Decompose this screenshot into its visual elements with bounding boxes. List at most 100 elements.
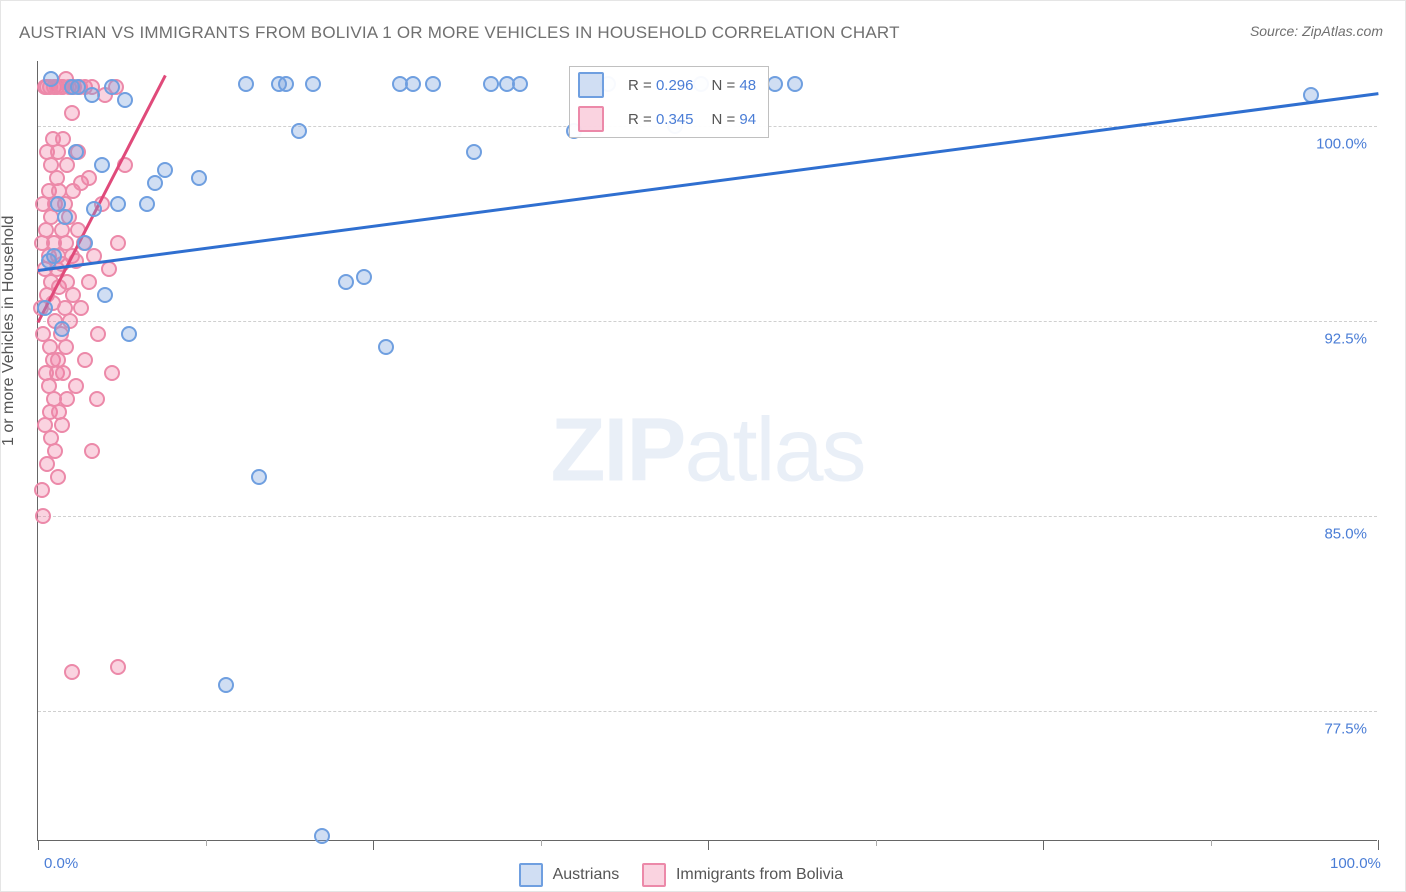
series-a-point <box>86 201 102 217</box>
series-b-point <box>101 261 117 277</box>
y-tick-label: 92.5% <box>1324 331 1367 348</box>
series-a-point <box>251 469 267 485</box>
series-b-point <box>84 443 100 459</box>
y-axis-label: 1 or more Vehicles in Household <box>0 216 18 446</box>
series-a-point <box>68 144 84 160</box>
n-label-a: N = <box>711 77 735 94</box>
x-tick-minor <box>1211 840 1212 846</box>
series-a-point <box>787 76 803 92</box>
series-a-point <box>405 76 421 92</box>
series-a-point <box>483 76 499 92</box>
series-a-point <box>314 828 330 844</box>
x-tick-label: 0.0% <box>44 855 78 872</box>
series-a-point <box>147 175 163 191</box>
gridline <box>38 711 1377 712</box>
series-a-point <box>338 274 354 290</box>
series-a-point <box>54 321 70 337</box>
plot-area: ZIPatlas 77.5%85.0%92.5%100.0%0.0%100.0% <box>37 61 1377 841</box>
series-b-point <box>55 365 71 381</box>
x-tick-minor <box>876 840 877 846</box>
series-a-point <box>291 123 307 139</box>
series-b-point <box>50 469 66 485</box>
y-tick-label: 100.0% <box>1316 136 1367 153</box>
series-a-point <box>97 287 113 303</box>
series-b-point <box>64 664 80 680</box>
series-a-point <box>512 76 528 92</box>
series-a-point <box>139 196 155 212</box>
correlation-legend: R = 0.296 N = 48 R = 0.345 N = 94 <box>569 66 769 138</box>
series-a-point <box>37 300 53 316</box>
series-a-point <box>425 76 441 92</box>
series-a-point <box>157 162 173 178</box>
label-series-b: Immigrants from Bolivia <box>676 866 843 883</box>
x-tick-major <box>38 840 39 850</box>
series-b-point <box>47 443 63 459</box>
r-value-a: 0.296 <box>656 77 694 94</box>
y-tick-label: 77.5% <box>1324 721 1367 738</box>
series-a-point <box>466 144 482 160</box>
series-a-point <box>356 269 372 285</box>
series-legend: Austrians Immigrants from Bolivia <box>519 863 843 887</box>
n-value-a: 48 <box>739 77 756 94</box>
x-tick-major <box>373 840 374 850</box>
legend-table: R = 0.296 N = 48 R = 0.345 N = 94 <box>570 67 768 137</box>
x-tick-major <box>708 840 709 850</box>
series-a-point <box>305 76 321 92</box>
y-tick-label: 85.0% <box>1324 526 1367 543</box>
series-a-point <box>46 248 62 264</box>
swatch-bottom-a <box>519 863 543 887</box>
x-tick-major <box>1043 840 1044 850</box>
series-a-point <box>191 170 207 186</box>
series-b-point <box>34 482 50 498</box>
series-b-point <box>73 300 89 316</box>
series-b-point <box>110 235 126 251</box>
gridline <box>38 516 1377 517</box>
series-a-point <box>117 92 133 108</box>
legend-row-b: R = 0.345 N = 94 <box>572 103 766 135</box>
label-series-a: Austrians <box>553 866 620 883</box>
series-b-point <box>55 131 71 147</box>
series-a-point <box>43 71 59 87</box>
series-b-point <box>81 274 97 290</box>
series-b-point <box>89 391 105 407</box>
source-label: Source: ZipAtlas.com <box>1250 23 1383 39</box>
swatch-series-b <box>578 106 604 132</box>
x-tick-label: 100.0% <box>1330 855 1381 872</box>
swatch-series-a <box>578 72 604 98</box>
series-a-point <box>767 76 783 92</box>
series-a-point <box>57 209 73 225</box>
series-b-point <box>64 105 80 121</box>
series-b-point <box>35 508 51 524</box>
chart-container: AUSTRIAN VS IMMIGRANTS FROM BOLIVIA 1 OR… <box>0 0 1406 892</box>
watermark-bold: ZIP <box>550 400 684 500</box>
series-b-point <box>58 339 74 355</box>
series-b-point <box>104 365 120 381</box>
series-b-point <box>90 326 106 342</box>
r-label-b: R = <box>628 111 652 128</box>
series-a-point <box>77 235 93 251</box>
x-tick-major <box>1378 840 1379 850</box>
series-b-point <box>110 659 126 675</box>
gridline <box>38 321 1377 322</box>
series-a-point <box>378 339 394 355</box>
chart-title: AUSTRIAN VS IMMIGRANTS FROM BOLIVIA 1 OR… <box>19 23 900 43</box>
watermark: ZIPatlas <box>550 399 864 502</box>
legend-row-a: R = 0.296 N = 48 <box>572 69 766 101</box>
watermark-light: atlas <box>684 400 864 500</box>
series-a-point <box>94 157 110 173</box>
series-a-point <box>84 87 100 103</box>
x-tick-minor <box>206 840 207 846</box>
series-a-point <box>110 196 126 212</box>
n-label-b: N = <box>711 111 735 128</box>
r-label-a: R = <box>628 77 652 94</box>
series-a-point <box>278 76 294 92</box>
series-a-point <box>218 677 234 693</box>
x-tick-minor <box>541 840 542 846</box>
swatch-bottom-b <box>642 863 666 887</box>
series-a-point <box>121 326 137 342</box>
series-a-point <box>238 76 254 92</box>
series-b-point <box>68 378 84 394</box>
r-value-b: 0.345 <box>656 111 694 128</box>
series-b-point <box>77 352 93 368</box>
series-a-point <box>104 79 120 95</box>
